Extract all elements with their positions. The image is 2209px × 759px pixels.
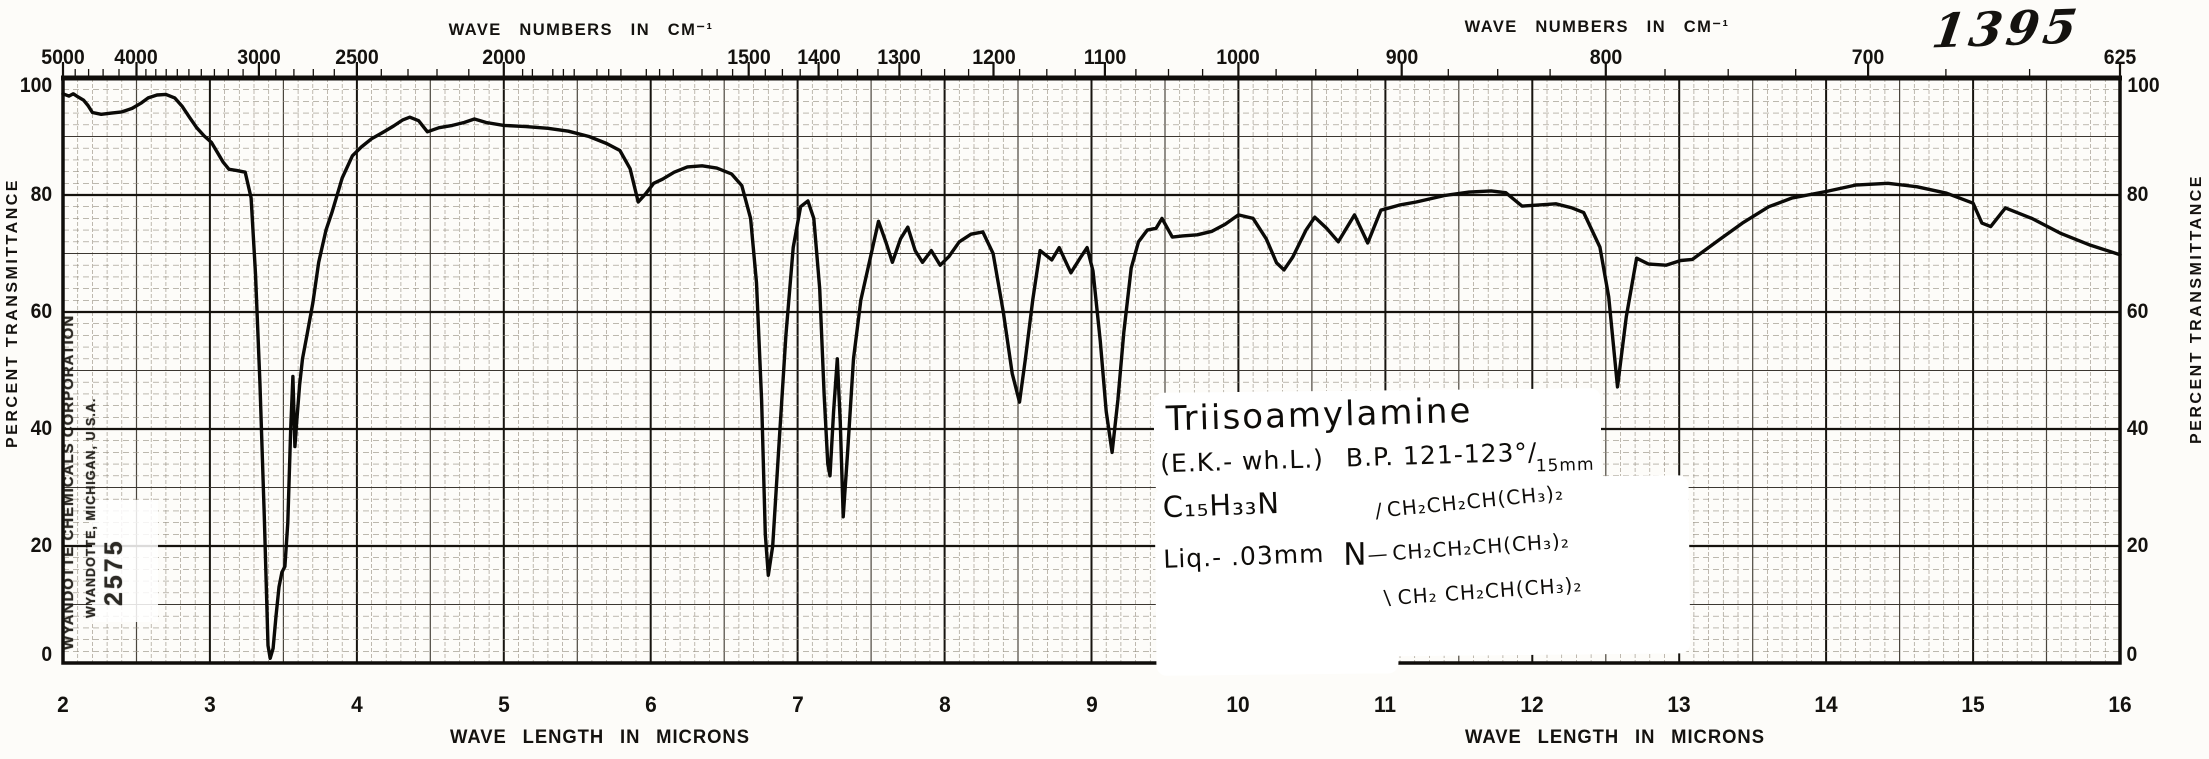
bottom-axis-label-11: 11 bbox=[1374, 692, 1397, 717]
bottom-axis-label-16: 16 bbox=[2108, 692, 2132, 717]
sample-number-patch bbox=[92, 500, 158, 622]
top-axis-label-800: 800 bbox=[1589, 46, 1623, 69]
left-axis-label-0: 0 bbox=[41, 643, 53, 666]
bond-glyph: ∖ bbox=[1379, 585, 1395, 611]
top-axis-label-2000: 2000 bbox=[482, 46, 526, 69]
sample-state: Liq.- .03mm bbox=[1162, 538, 1325, 574]
boiling-point: B.P. 121-123°/ bbox=[1345, 437, 1538, 473]
molecular-formula: C₁₅H₃₃N bbox=[1162, 485, 1281, 525]
bottom-axis-label-3: 3 bbox=[204, 692, 216, 717]
right-axis-label-80: 80 bbox=[2126, 183, 2149, 206]
top-axis-label-2500: 2500 bbox=[335, 46, 379, 69]
sample-annotation: Triisoamylamine (E.K.- wh.L.) B.P. 121-12… bbox=[1153, 387, 1697, 676]
right-axis-label-0: 0 bbox=[2126, 643, 2138, 666]
bottom-axis-label-4: 4 bbox=[351, 692, 363, 717]
bottom-axis-label-12: 12 bbox=[1520, 692, 1544, 717]
bottom-axis-label-10: 10 bbox=[1226, 692, 1251, 717]
top-axis-label-1100: 1100 bbox=[1083, 46, 1127, 69]
top-axis-label-900: 900 bbox=[1385, 46, 1418, 69]
top-axis-title-left: WAVE NUMBERS IN CM⁻¹ bbox=[448, 20, 714, 39]
top-axis-label-700: 700 bbox=[1851, 46, 1885, 69]
right-axis-label-20: 20 bbox=[2126, 534, 2149, 557]
top-axis-label-1000: 1000 bbox=[1216, 46, 1261, 69]
bottom-axis-label-2: 2 bbox=[57, 692, 69, 717]
right-axis-label-40: 40 bbox=[2126, 417, 2149, 440]
bottom-axis-label-13: 13 bbox=[1667, 692, 1691, 717]
bottom-axis-title-right: WAVE LENGTH IN MICRONS bbox=[1465, 727, 1765, 748]
handwritten-page-number: 1395 bbox=[1928, 0, 2085, 60]
top-axis-label-5000: 5000 bbox=[41, 46, 85, 69]
top-axis-label-1300: 1300 bbox=[877, 46, 922, 69]
lab-stamp-location: WYANDOTTE, MICHIGAN, U.S.A. bbox=[84, 397, 98, 618]
left-axis-label-40: 40 bbox=[30, 417, 53, 440]
bottom-axis-title-left: WAVE LENGTH IN MICRONS bbox=[450, 727, 750, 748]
bottom-axis-label-14: 14 bbox=[1814, 692, 1838, 717]
top-axis-label-1200: 1200 bbox=[971, 46, 1016, 69]
bottom-axis-label-5: 5 bbox=[497, 692, 510, 717]
lab-stamp-company: WYANDOTTE CHEMICALS CORPORATION bbox=[60, 314, 77, 650]
top-axis-label-1400: 1400 bbox=[796, 46, 841, 69]
sample-number: 2575 bbox=[100, 538, 128, 606]
top-axis-label-4000: 4000 bbox=[114, 46, 159, 69]
compound-name: Triisoamylamine bbox=[1165, 390, 1473, 440]
sample-source: (E.K.- wh.L.) bbox=[1159, 444, 1325, 479]
right-axis-label-60: 60 bbox=[2126, 300, 2149, 323]
left-axis-label-80: 80 bbox=[30, 183, 53, 206]
boiling-point-pressure: 15mm bbox=[1535, 454, 1595, 477]
bottom-axis-label-8: 8 bbox=[938, 692, 951, 717]
bottom-axis-label-7: 7 bbox=[791, 692, 804, 717]
left-axis-label-60: 60 bbox=[30, 300, 53, 323]
right-axis-label-100: 100 bbox=[2127, 74, 2160, 97]
top-axis-label-625: 625 bbox=[2103, 46, 2137, 69]
nitrogen-atom: N bbox=[1343, 536, 1367, 573]
left-axis-label-100: 100 bbox=[19, 74, 53, 97]
right-axis-title: PERCENT TRANSMITTANCE bbox=[2188, 174, 2205, 444]
top-axis-label-3000: 3000 bbox=[237, 46, 281, 69]
top-axis-title-right: WAVE NUMBERS IN CM⁻¹ bbox=[1464, 17, 1730, 36]
bond-glyph: — bbox=[1366, 541, 1390, 567]
bottom-axis-label-9: 9 bbox=[1085, 692, 1098, 717]
bond-glyph: ∕ bbox=[1374, 498, 1385, 523]
top-axis-label-1500: 1500 bbox=[726, 46, 771, 69]
bottom-axis-label-15: 15 bbox=[1961, 692, 1985, 717]
left-axis-label-20: 20 bbox=[30, 534, 53, 557]
bottom-axis-label-6: 6 bbox=[644, 692, 657, 717]
